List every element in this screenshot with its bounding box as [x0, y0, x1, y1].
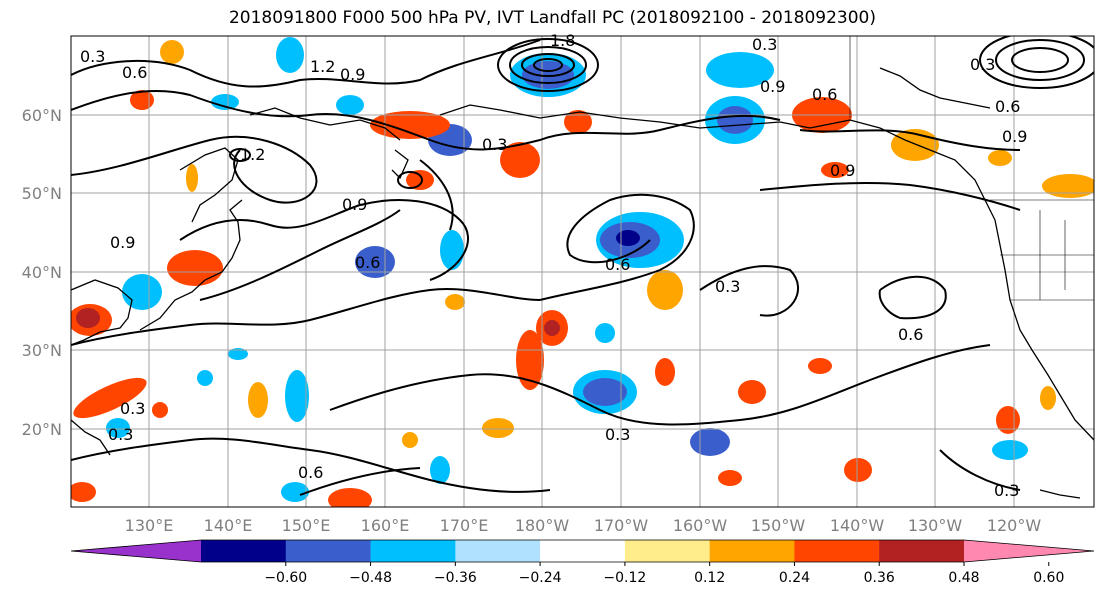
latitude-labels: 60°N 50°N 40°N 30°N 20°N: [22, 106, 62, 439]
contour-label: 0.3: [108, 425, 133, 444]
colorbar-segment: [201, 540, 287, 562]
contour-label: 0.9: [1002, 127, 1027, 146]
colorbar-tick-label: 0.48: [948, 570, 979, 586]
contour-label: 1.2: [310, 57, 335, 76]
colorbar-tick-label: 0.24: [779, 570, 810, 586]
colorbar-ticks: −0.60 −0.48 −0.36 −0.24 −0.12 0.12 0.24 0.36 0.4…: [264, 562, 1064, 586]
colorbar-tick-label: −0.24: [519, 570, 562, 586]
colorbar-tick-label: −0.60: [264, 570, 307, 586]
contour-label: 0.9: [342, 195, 367, 214]
lon-label: 130°W: [908, 516, 963, 535]
lon-label: 150°W: [751, 516, 806, 535]
lat-label: 50°N: [22, 184, 62, 203]
contour-label: 1.2: [240, 145, 265, 164]
colorbar-segment: [709, 540, 795, 562]
contour-label: 0.3: [80, 47, 105, 66]
contour-label: 0.3: [715, 277, 740, 296]
lon-label: 130°E: [125, 516, 174, 535]
contour-label: 0.3: [482, 135, 507, 154]
contour-label: 0.6: [122, 63, 147, 82]
contour-label: 0.9: [760, 77, 785, 96]
lat-label: 40°N: [22, 263, 62, 282]
lon-label: 170°E: [440, 516, 489, 535]
colorbar-extend-max: [964, 540, 1094, 562]
contour-label: 0.6: [605, 255, 630, 274]
colorbar-tick-label: −0.36: [434, 570, 477, 586]
contour-label: 1.8: [550, 31, 575, 50]
colorbar-segment: [540, 540, 626, 562]
lat-label: 60°N: [22, 106, 62, 125]
contour-label: 0.3: [605, 425, 630, 444]
colorbar: [70, 539, 1095, 563]
contour-labels: 0.3 0.6 1.2 0.9 1.2 0.3 0.9 0.6 0.9 0.9 …: [80, 31, 1027, 500]
contour-label: 0.6: [995, 97, 1020, 116]
lon-label: 160°W: [673, 516, 728, 535]
lon-label: 180°W: [515, 516, 570, 535]
contour-label: 0.9: [830, 161, 855, 180]
contour-label: 0.6: [298, 463, 323, 482]
colorbar-tick-label: −0.48: [349, 570, 392, 586]
colorbar-segment: [370, 540, 456, 562]
contour-label: 0.6: [355, 253, 380, 272]
graticule: [71, 36, 1094, 507]
contour-label: 0.9: [110, 233, 135, 252]
lon-label: 140°E: [204, 516, 253, 535]
map-title: 2018091800 F000 500 hPa PV, IVT Landfall…: [228, 8, 876, 28]
lon-label: 160°E: [361, 516, 410, 535]
colorbar-segment: [624, 540, 711, 562]
positive-shading: [71, 40, 1094, 507]
lat-label: 30°N: [22, 341, 62, 360]
lon-label: 150°E: [282, 516, 331, 535]
colorbar-extend-min: [71, 540, 201, 562]
contour-label: 0.6: [812, 85, 837, 104]
lon-label: 170°W: [594, 516, 649, 535]
lat-label: 20°N: [22, 420, 62, 439]
colorbar-tick-label: 0.12: [694, 570, 725, 586]
colorbar-segment: [794, 540, 880, 562]
colorbar-segment: [879, 540, 965, 562]
colorbar-outline: [70, 539, 1095, 563]
colorbar-segment: [455, 540, 541, 562]
pv-contours: [71, 36, 1094, 496]
contour-label: 0.3: [970, 55, 995, 74]
longitude-labels: 130°E 140°E 150°E 160°E 170°E 180°W 170°…: [125, 516, 1042, 535]
lon-label: 120°W: [987, 516, 1042, 535]
lon-label: 140°W: [830, 516, 885, 535]
contour-label: 0.6: [898, 325, 923, 344]
contour-label: 0.3: [994, 481, 1019, 500]
map-border: [70, 35, 1095, 508]
colorbar-tick-label: 0.36: [864, 570, 895, 586]
colorbar-tick-label: −0.12: [603, 570, 646, 586]
contour-label: 0.9: [340, 65, 365, 84]
boundaries: [849, 36, 1094, 301]
colorbar-tick-label: 0.60: [1033, 570, 1064, 586]
contour-label: 0.3: [120, 399, 145, 418]
colorbar-segment: [285, 540, 372, 562]
contour-label: 0.3: [752, 35, 777, 54]
